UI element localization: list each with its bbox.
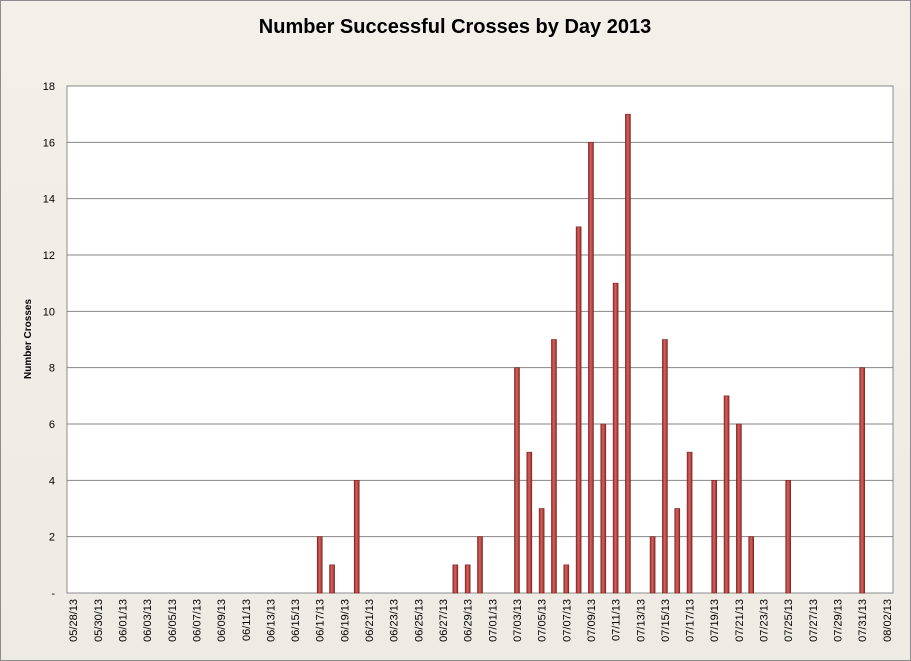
y-axis-ticks: - 2 4 6 8 10 12 14 16 18 xyxy=(43,81,56,600)
x-tick-label: 07/27/13 xyxy=(808,599,820,642)
x-tick-label: 06/25/13 xyxy=(413,599,425,642)
y-tick-label: 2 xyxy=(49,532,55,544)
x-tick-label: 06/17/13 xyxy=(315,599,327,642)
bar xyxy=(464,564,471,594)
x-tick-label: 07/11/13 xyxy=(611,599,623,641)
x-tick-label: 07/07/13 xyxy=(561,599,573,642)
chart-title: Number Successful Crosses by Day 2013 xyxy=(259,16,651,38)
bar xyxy=(477,536,483,594)
bar xyxy=(329,564,335,594)
y-tick-label: 6 xyxy=(49,419,55,431)
bar xyxy=(859,367,865,594)
bar xyxy=(514,367,520,594)
bar xyxy=(452,564,459,594)
x-tick-label: 06/23/13 xyxy=(389,599,401,642)
gridlines xyxy=(67,85,893,538)
bar xyxy=(711,480,718,594)
y-axis-label: Number Crosses xyxy=(23,299,34,379)
bar xyxy=(625,113,631,594)
y-tick-label: 12 xyxy=(43,250,55,262)
x-tick-label: 06/21/13 xyxy=(364,599,376,642)
bar xyxy=(649,536,656,594)
x-tick-label: 07/17/13 xyxy=(685,599,697,642)
x-tick-label: 07/01/13 xyxy=(487,599,499,642)
x-tick-label: 07/09/13 xyxy=(586,599,598,642)
bar xyxy=(612,282,619,594)
x-tick-label: 07/13/13 xyxy=(635,599,647,642)
bar xyxy=(551,339,557,594)
x-tick-label: 06/11/13 xyxy=(241,599,253,641)
bar xyxy=(316,536,323,594)
x-tick-label: 06/09/13 xyxy=(216,599,228,642)
x-axis-ticks: 05/28/13 05/30/13 06/01/13 06/03/13 06/05/13… xyxy=(68,599,894,642)
x-tick-label: 05/28/13 xyxy=(68,599,80,642)
bar xyxy=(674,508,681,594)
x-tick-label: 07/15/13 xyxy=(660,599,672,642)
y-tick-label: 14 xyxy=(43,194,55,206)
x-tick-label: 07/23/13 xyxy=(759,599,771,642)
x-tick-label: 07/21/13 xyxy=(734,599,746,642)
bars xyxy=(316,113,865,594)
x-tick-label: 06/27/13 xyxy=(438,599,450,642)
bar xyxy=(600,423,607,594)
bar xyxy=(736,423,742,594)
x-tick-label: 08/02/13 xyxy=(882,599,894,642)
bar xyxy=(538,508,545,594)
bar xyxy=(563,564,570,594)
bar xyxy=(785,480,792,594)
y-tick-label: 16 xyxy=(43,137,55,149)
bar xyxy=(353,480,360,594)
y-tick-label: 8 xyxy=(49,363,55,375)
x-tick-label: 06/03/13 xyxy=(142,599,154,642)
y-tick-label: 4 xyxy=(49,475,55,487)
bar xyxy=(686,451,693,594)
x-tick-label: 05/30/13 xyxy=(93,599,105,642)
x-tick-label: 06/01/13 xyxy=(117,599,129,642)
x-tick-label: 06/29/13 xyxy=(463,599,475,642)
x-tick-label: 06/13/13 xyxy=(265,599,277,642)
bar xyxy=(526,451,533,594)
bar xyxy=(662,339,668,594)
bar xyxy=(575,226,582,594)
x-tick-label: 06/07/13 xyxy=(191,599,203,642)
x-tick-label: 06/19/13 xyxy=(339,599,351,642)
y-tick-label: - xyxy=(51,588,55,600)
x-tick-label: 06/05/13 xyxy=(167,599,179,642)
bar xyxy=(723,395,730,594)
x-tick-label: 06/15/13 xyxy=(290,599,302,642)
x-tick-label: 07/25/13 xyxy=(783,599,795,642)
x-tick-label: 07/29/13 xyxy=(833,599,845,642)
bar xyxy=(748,536,755,594)
x-tick-label: 07/03/13 xyxy=(512,599,524,642)
plot-area xyxy=(66,85,894,594)
x-tick-label: 07/05/13 xyxy=(537,599,549,642)
x-tick-label: 07/31/13 xyxy=(857,599,869,642)
y-tick-label: 10 xyxy=(43,306,55,318)
x-tick-label: 07/19/13 xyxy=(709,599,721,642)
bar xyxy=(588,142,594,594)
y-tick-label: 18 xyxy=(43,81,55,93)
